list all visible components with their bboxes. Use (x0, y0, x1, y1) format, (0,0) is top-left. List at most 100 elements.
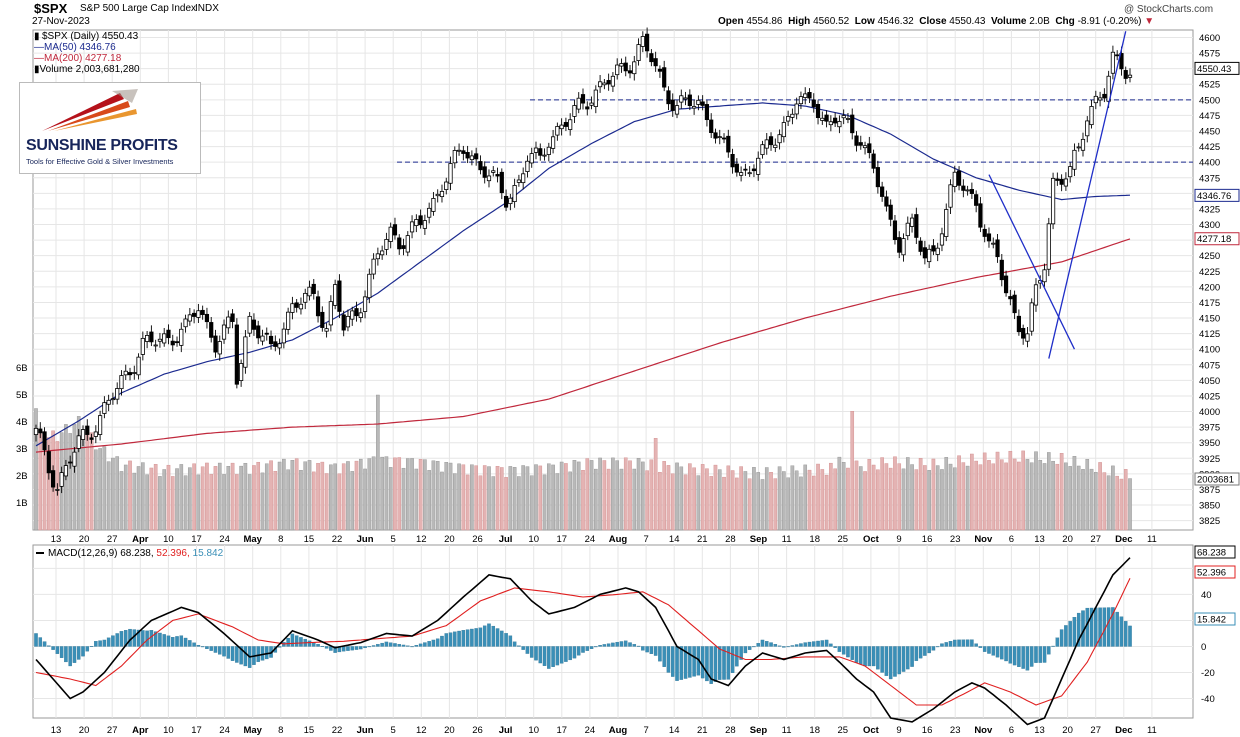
x-tick-label: Jun (357, 725, 374, 736)
candle-body (1110, 51, 1116, 74)
macd-histogram-bar (807, 641, 812, 647)
close-label: Close (919, 16, 947, 27)
x-tick-label: 23 (950, 725, 961, 736)
macd-histogram-bar (102, 639, 107, 647)
candle-body (521, 173, 526, 184)
candle (525, 155, 530, 178)
candle (315, 290, 321, 323)
macd-histogram-bar (906, 646, 910, 670)
macd-histogram-bar (1004, 646, 1008, 662)
macd-histogram-bar (982, 646, 987, 652)
macd-histogram-bar (782, 646, 786, 648)
candle-body (63, 465, 69, 477)
macd-histogram-bar (34, 633, 38, 647)
volume-bar (410, 458, 414, 531)
macd-histogram-bar (1042, 646, 1047, 663)
volume-tick-label: 4B (16, 417, 28, 428)
macd-histogram-bar (418, 643, 423, 647)
macd-histogram-bar (653, 646, 658, 656)
macd-histogram-bar (363, 646, 367, 649)
volume-bar (739, 466, 743, 531)
macd-histogram-bar (200, 646, 205, 648)
x-tick-label: 11 (1147, 534, 1157, 545)
volume-bar (534, 464, 538, 531)
candle (230, 309, 235, 329)
candle (290, 296, 295, 320)
macd-histogram-bar (559, 646, 564, 664)
volume-bar (756, 472, 761, 531)
x-tick-label: 6 (1009, 725, 1014, 736)
candle-body (145, 335, 150, 342)
macd-histogram-bar (346, 646, 350, 651)
macd-histogram-bar (94, 641, 98, 647)
x-tick-label: 24 (585, 534, 596, 545)
candle-body (102, 402, 107, 414)
volume-bar (329, 464, 333, 531)
volume-bar (273, 471, 278, 531)
candle (1076, 142, 1081, 152)
x-tick-label: 26 (472, 534, 483, 545)
candle-body (307, 286, 312, 297)
candle-body (559, 124, 564, 130)
x-tick-label: 24 (585, 725, 596, 736)
candle (375, 247, 380, 266)
volume-bar (547, 463, 551, 531)
line-icon: — (34, 42, 44, 53)
macd-histogram-bar (786, 646, 790, 648)
macd-histogram-bar (619, 641, 624, 647)
candle (687, 89, 692, 111)
volume-bar (670, 473, 675, 531)
volume-bar (867, 459, 872, 531)
candle-body (89, 437, 94, 440)
close-value-label-box (1194, 61, 1240, 75)
candle (68, 455, 73, 469)
volume-bar (645, 470, 649, 531)
candle (593, 85, 598, 114)
candle-body (1115, 54, 1120, 57)
macd-histogram-bar (944, 642, 948, 647)
candle (730, 148, 735, 174)
y-tick-label: 4050 (1199, 376, 1220, 387)
logo-name: SUNSHINE PROFITS (26, 137, 178, 154)
candle (901, 233, 906, 262)
candle-body (375, 253, 380, 260)
candle (845, 113, 851, 124)
candle (773, 138, 778, 153)
candle-body (820, 117, 825, 121)
x-tick-label: 11 (1147, 725, 1157, 736)
macd-histogram-bar (290, 633, 295, 647)
candle-body (721, 137, 727, 140)
candle (610, 72, 616, 92)
macd-histogram-bar (444, 633, 448, 647)
macd-histogram-bar (1089, 607, 1094, 647)
chart-header: $SPX S&P 500 Large Cap Index INDX 27-Nov… (0, 0, 1240, 30)
symbol-description: S&P 500 Large Cap Index (80, 3, 197, 14)
y-tick-label: 4250 (1199, 251, 1220, 262)
candle (956, 166, 962, 191)
watermark: @ StockCharts.com (1124, 4, 1214, 15)
volume-bar (183, 475, 188, 531)
volume-bar (303, 461, 308, 531)
volume-bar (893, 456, 897, 531)
candle-body (653, 58, 658, 67)
macd-histogram-bar (888, 646, 893, 680)
candle (897, 231, 902, 259)
candle (495, 167, 500, 183)
macd-histogram-bar (401, 644, 406, 647)
candle (974, 190, 979, 213)
candle-body (991, 242, 996, 245)
volume-bar (641, 461, 645, 531)
macd-histogram-bar (1123, 621, 1128, 647)
volume-bar (700, 464, 705, 531)
x-tick-label: 13 (51, 534, 62, 545)
x-tick-label: 13 (51, 725, 62, 736)
candle (145, 330, 150, 349)
legend-ma50: —MA(50) 4346.76 (34, 42, 116, 53)
macd-histogram-bar (406, 645, 410, 647)
candle-body (824, 114, 829, 122)
volume-bar (927, 470, 931, 531)
candle-body (1021, 327, 1026, 339)
y-tick-label: 4125 (1199, 329, 1220, 340)
macd-histogram-bar (841, 646, 846, 655)
candle-body (153, 344, 158, 347)
